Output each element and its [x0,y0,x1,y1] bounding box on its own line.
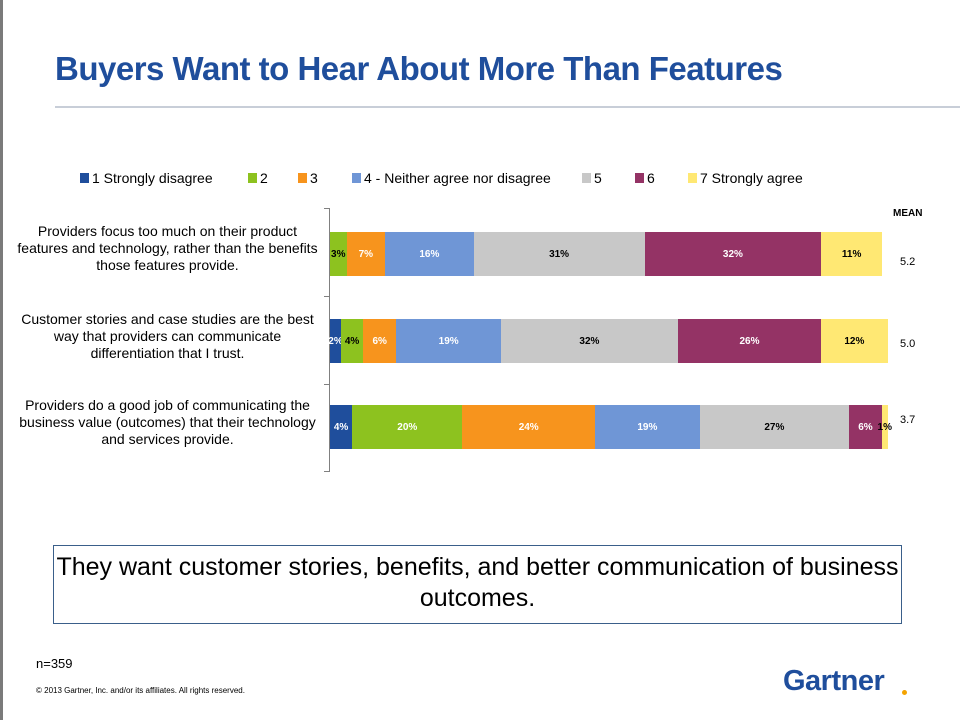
stacked-bar: 3% 7% 16% 31% 32% 11% [330,232,890,276]
legend-item: 2 [248,170,268,186]
bar-segment: 24% [462,405,595,449]
legend-item: 1 Strongly disagree [80,170,213,186]
bar-segment: 19% [396,319,502,363]
bar-segment: 6% [363,319,397,363]
chart-axis [329,208,330,472]
gartner-logo: Gartner [783,665,885,697]
mean-value: 5.2 [900,256,916,268]
legend-label: 2 [260,170,268,186]
legend-item: 6 [635,170,655,186]
legend-swatch [248,173,257,183]
legend-swatch [80,173,89,183]
legend-label: 4 - Neither agree nor disagree [364,170,551,186]
legend-item: 3 [298,170,318,186]
axis-tick [324,384,329,385]
row-label: Customer stories and case studies are th… [21,311,314,361]
mean-column-header: MEAN [893,208,923,219]
bar-segment: 6% [848,405,882,449]
axis-tick [324,471,329,472]
mean-value: 5.0 [900,338,916,350]
row-label: Providers do a good job of communicating… [19,397,316,447]
legend-label: 3 [310,170,318,186]
title-underline [55,106,960,108]
bar-segment: 19% [594,405,700,449]
bar-segment: 4% [341,319,364,363]
bar-segment: 32% [501,319,678,363]
legend-swatch [688,173,697,183]
chart-legend: 1 Strongly disagree 2 3 4 - Neither agree n… [80,170,880,190]
slide-title: Buyers Want to Hear About More Than Feat… [55,50,783,87]
legend-label: 5 [594,170,602,186]
stacked-bar: 4% 20% 24% 19% 27% 6% 1% [330,405,892,449]
legend-item: 4 - Neither agree nor disagree [352,170,551,186]
row-label: Providers focus too much on their produc… [17,223,318,273]
bar-segment: 4% [330,405,353,449]
legend-label: 1 Strongly disagree [92,170,213,186]
stacked-bar: 2% 4% 6% 19% 32% 26% 12% [328,319,890,363]
logo-dot [902,690,907,695]
bar-segment: 32% [644,232,822,276]
bar-segment: 20% [352,405,463,449]
bar-segment: 31% [473,232,645,276]
axis-tick [324,296,329,297]
legend-swatch [352,173,361,183]
bar-segment: 3% [330,232,347,276]
legend-item: 5 [582,170,602,186]
bar-segment: 1% [878,405,892,449]
legend-label: 6 [647,170,655,186]
legend-label: 7 Strongly agree [700,170,803,186]
bar-segment: 12% [821,319,888,363]
bar-segment: 2% [328,319,343,363]
legend-item: 7 Strongly agree [688,170,803,186]
key-takeaway-callout: They want customer stories, benefits, an… [53,545,902,624]
bar-segment: 26% [677,319,822,363]
slide-left-edge [0,0,3,720]
bar-segment: 27% [699,405,849,449]
mean-value: 3.7 [900,414,916,426]
legend-swatch [635,173,644,183]
legend-swatch [298,173,307,183]
axis-tick [324,208,329,209]
copyright-notice: © 2013 Gartner, Inc. and/or its affiliat… [36,686,245,695]
bar-segment: 11% [821,232,882,276]
legend-swatch [582,173,591,183]
bar-segment: 7% [346,232,386,276]
bar-segment: 16% [385,232,474,276]
sample-size: n=359 [36,656,73,671]
